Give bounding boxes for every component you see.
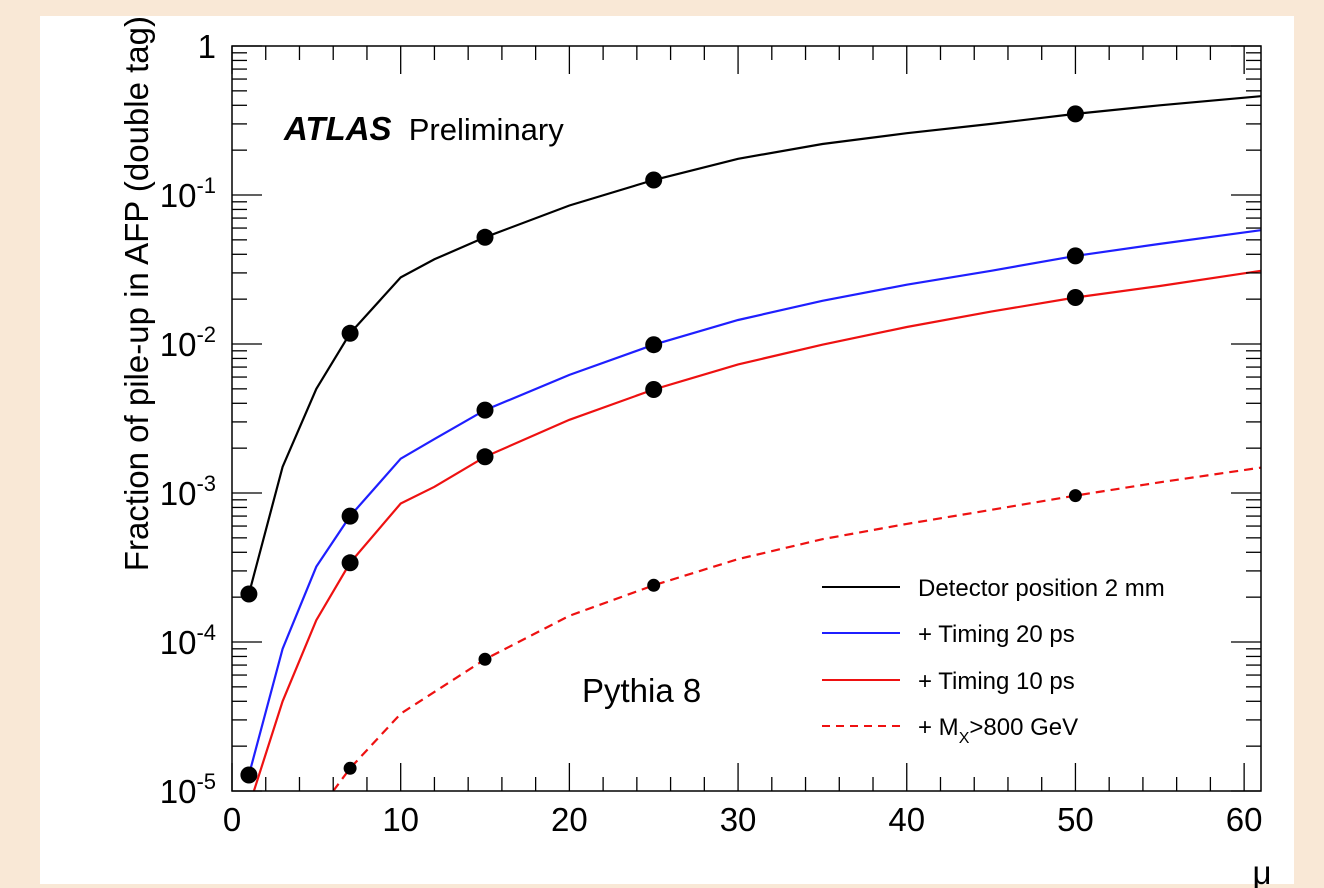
atlas-label: ATLAS Preliminary (283, 110, 564, 147)
x-tick-label-5: 50 (1057, 801, 1094, 838)
x-tick-label-0: 0 (223, 801, 241, 838)
series-line-0 (247, 95, 1261, 595)
legend: Detector position 2 mm + Timing 20 ps + … (822, 575, 1165, 747)
series-2-point-0 (341, 554, 359, 572)
series-0-point-3 (645, 171, 663, 189)
legend-mx-sub: X (959, 730, 970, 747)
series-1-point-4 (1066, 247, 1084, 265)
series-3-point-3 (1068, 489, 1082, 503)
legend-label-mx: + MX>800 GeV (918, 714, 1078, 747)
legend-label-timing10: + Timing 10 ps (918, 668, 1075, 695)
plot-background (40, 16, 1294, 884)
y-tick-label-3: 10-3 (160, 471, 216, 512)
legend-label-timing20: + Timing 20 ps (918, 621, 1075, 648)
series-0-point-2 (476, 228, 494, 246)
y-tick-label-0: 1 (198, 28, 216, 65)
x-tick-label-3: 30 (720, 801, 757, 838)
generator-label: Pythia 8 (582, 672, 701, 709)
legend-label-detector: Detector position 2 mm (918, 575, 1165, 602)
series-3-point-2 (647, 578, 661, 592)
x-axis-title: μ (1252, 854, 1271, 888)
series-0-point-4 (1066, 105, 1084, 123)
series-1-point-2 (476, 401, 494, 419)
series-3-point-0 (343, 761, 357, 775)
series-1-point-1 (341, 507, 359, 525)
y-tick-label-2: 10-2 (160, 322, 216, 363)
plot-frame (231, 45, 1262, 792)
series-line-2 (252, 269, 1261, 791)
series-2-point-2 (645, 381, 663, 398)
atlas-status: Preliminary (409, 112, 565, 147)
y-axis-title: Fraction of pile-up in AFP (double tag) (118, 16, 155, 571)
series-3-point-1 (478, 652, 492, 666)
curves-layer (247, 95, 1261, 791)
series-1-point-3 (645, 336, 663, 354)
series-2-point-1 (476, 448, 494, 466)
x-tick-label-4: 40 (888, 801, 925, 838)
y-tick-label-5: 10-5 (160, 769, 216, 810)
y-tick-label-4: 10-4 (160, 620, 216, 661)
legend-mx-main: + M (918, 714, 959, 741)
y-tick-label-1: 10-1 (160, 173, 216, 214)
series-0-point-1 (341, 324, 359, 342)
points-layer (240, 105, 1084, 784)
legend-mx-rest: >800 GeV (969, 714, 1078, 741)
series-line-1 (247, 229, 1261, 776)
ticks-layer (231, 45, 1261, 792)
series-1-point-0 (240, 766, 258, 784)
x-tick-label-6: 60 (1226, 801, 1263, 838)
series-0-point-0 (240, 585, 258, 603)
series-2-point-3 (1066, 289, 1084, 306)
x-tick-label-1: 10 (382, 801, 419, 838)
atlas-experiment: ATLAS (283, 110, 392, 147)
tick-labels-layer: 0 10 20 30 40 50 60 1 10-1 10-2 10-3 10-4 10-5 (160, 28, 1263, 838)
x-tick-label-2: 20 (551, 801, 588, 838)
